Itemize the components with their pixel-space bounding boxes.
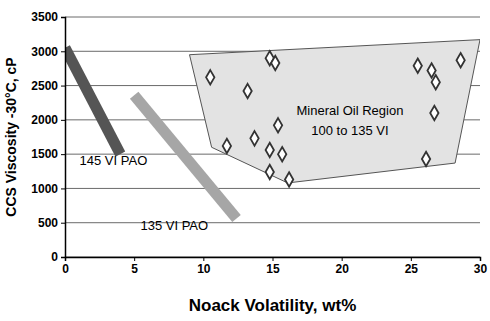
region bbox=[190, 40, 481, 183]
point bbox=[285, 172, 293, 186]
tick-mark bbox=[61, 51, 65, 52]
point bbox=[274, 118, 282, 132]
annotations: 145 VI PAO 135 VI PAO Mineral Oil Region 10… bbox=[80, 103, 404, 233]
tick: 0 bbox=[62, 257, 69, 276]
band-line bbox=[65, 48, 120, 154]
grid-line bbox=[65, 222, 480, 223]
tick-mark bbox=[61, 120, 65, 121]
tick-label: 30 bbox=[474, 262, 488, 276]
tick-label: 3500 bbox=[31, 10, 58, 24]
tick: 10 bbox=[197, 257, 211, 276]
tick-mark bbox=[61, 86, 65, 87]
point bbox=[266, 165, 274, 179]
tick-mark bbox=[134, 257, 135, 261]
tick-label: 1500 bbox=[31, 147, 58, 161]
y-axis-title: CCS Viscosity -30°C, cP bbox=[3, 57, 19, 216]
grid-line bbox=[65, 17, 480, 18]
tick-label: 20 bbox=[335, 262, 349, 276]
annotation: Mineral Oil Region bbox=[296, 103, 403, 118]
tick: 500 bbox=[38, 216, 65, 230]
band-line bbox=[134, 95, 236, 218]
x-axis-title: Noack Volatility, wt% bbox=[189, 296, 357, 315]
annotation: 145 VI PAO bbox=[80, 153, 148, 168]
annotation: 135 VI PAO bbox=[140, 218, 208, 233]
tick-mark bbox=[273, 257, 274, 261]
grid-line bbox=[65, 188, 480, 189]
tick: 0 bbox=[51, 250, 65, 264]
point bbox=[266, 143, 274, 157]
tick-label: 5 bbox=[131, 262, 138, 276]
tick: 5 bbox=[131, 257, 138, 276]
x-axis: 0 5 10 15 20 25 30 bbox=[62, 257, 487, 276]
tick-mark bbox=[61, 223, 65, 224]
tick: 1000 bbox=[31, 182, 65, 196]
point bbox=[250, 131, 258, 145]
tick: 15 bbox=[266, 257, 280, 276]
tick-label: 15 bbox=[266, 262, 280, 276]
tick: 2500 bbox=[31, 79, 65, 93]
point bbox=[243, 84, 251, 98]
marks bbox=[65, 40, 480, 219]
tick-label: 0 bbox=[62, 262, 69, 276]
tick-label: 2500 bbox=[31, 79, 58, 93]
tick-mark bbox=[411, 257, 412, 261]
chart: 0 5 10 15 20 25 30 0 500 1000 1500 2000 2500 3000 3500… bbox=[0, 0, 490, 321]
point bbox=[271, 56, 279, 70]
axis-line bbox=[66, 258, 481, 262]
tick-mark bbox=[61, 154, 65, 155]
tick-label: 25 bbox=[405, 262, 419, 276]
tick-mark bbox=[342, 257, 343, 261]
tick-mark bbox=[61, 257, 65, 258]
point bbox=[456, 53, 464, 67]
plot: 0 5 10 15 20 25 30 0 500 1000 1500 2000 2500 3000 3500… bbox=[31, 10, 487, 275]
tick: 3000 bbox=[31, 45, 65, 59]
point bbox=[430, 106, 438, 120]
tick: 25 bbox=[405, 257, 419, 276]
tick-label: 500 bbox=[38, 216, 58, 230]
grid bbox=[65, 17, 480, 257]
tick-label: 0 bbox=[51, 250, 58, 264]
tick-mark bbox=[61, 188, 65, 189]
tick: 20 bbox=[335, 257, 349, 276]
point bbox=[414, 58, 422, 72]
point bbox=[206, 70, 214, 84]
tick: 2000 bbox=[31, 113, 65, 127]
point bbox=[278, 147, 286, 161]
tick-label: 3000 bbox=[31, 45, 58, 59]
tick: 3500 bbox=[31, 10, 65, 24]
axis-line bbox=[61, 18, 66, 258]
tick-label: 1000 bbox=[31, 182, 58, 196]
tick-mark bbox=[61, 17, 65, 18]
tick: 1500 bbox=[31, 147, 65, 161]
annotation: 100 to 135 VI bbox=[311, 123, 388, 138]
point bbox=[223, 139, 231, 153]
tick-mark bbox=[480, 257, 481, 261]
y-axis: 0 500 1000 1500 2000 2500 3000 3500 bbox=[31, 10, 65, 264]
tick-label: 10 bbox=[197, 262, 211, 276]
point bbox=[422, 152, 430, 166]
point bbox=[432, 75, 440, 89]
tick-label: 2000 bbox=[31, 113, 58, 127]
tick-mark bbox=[203, 257, 204, 261]
tick: 30 bbox=[474, 257, 488, 276]
